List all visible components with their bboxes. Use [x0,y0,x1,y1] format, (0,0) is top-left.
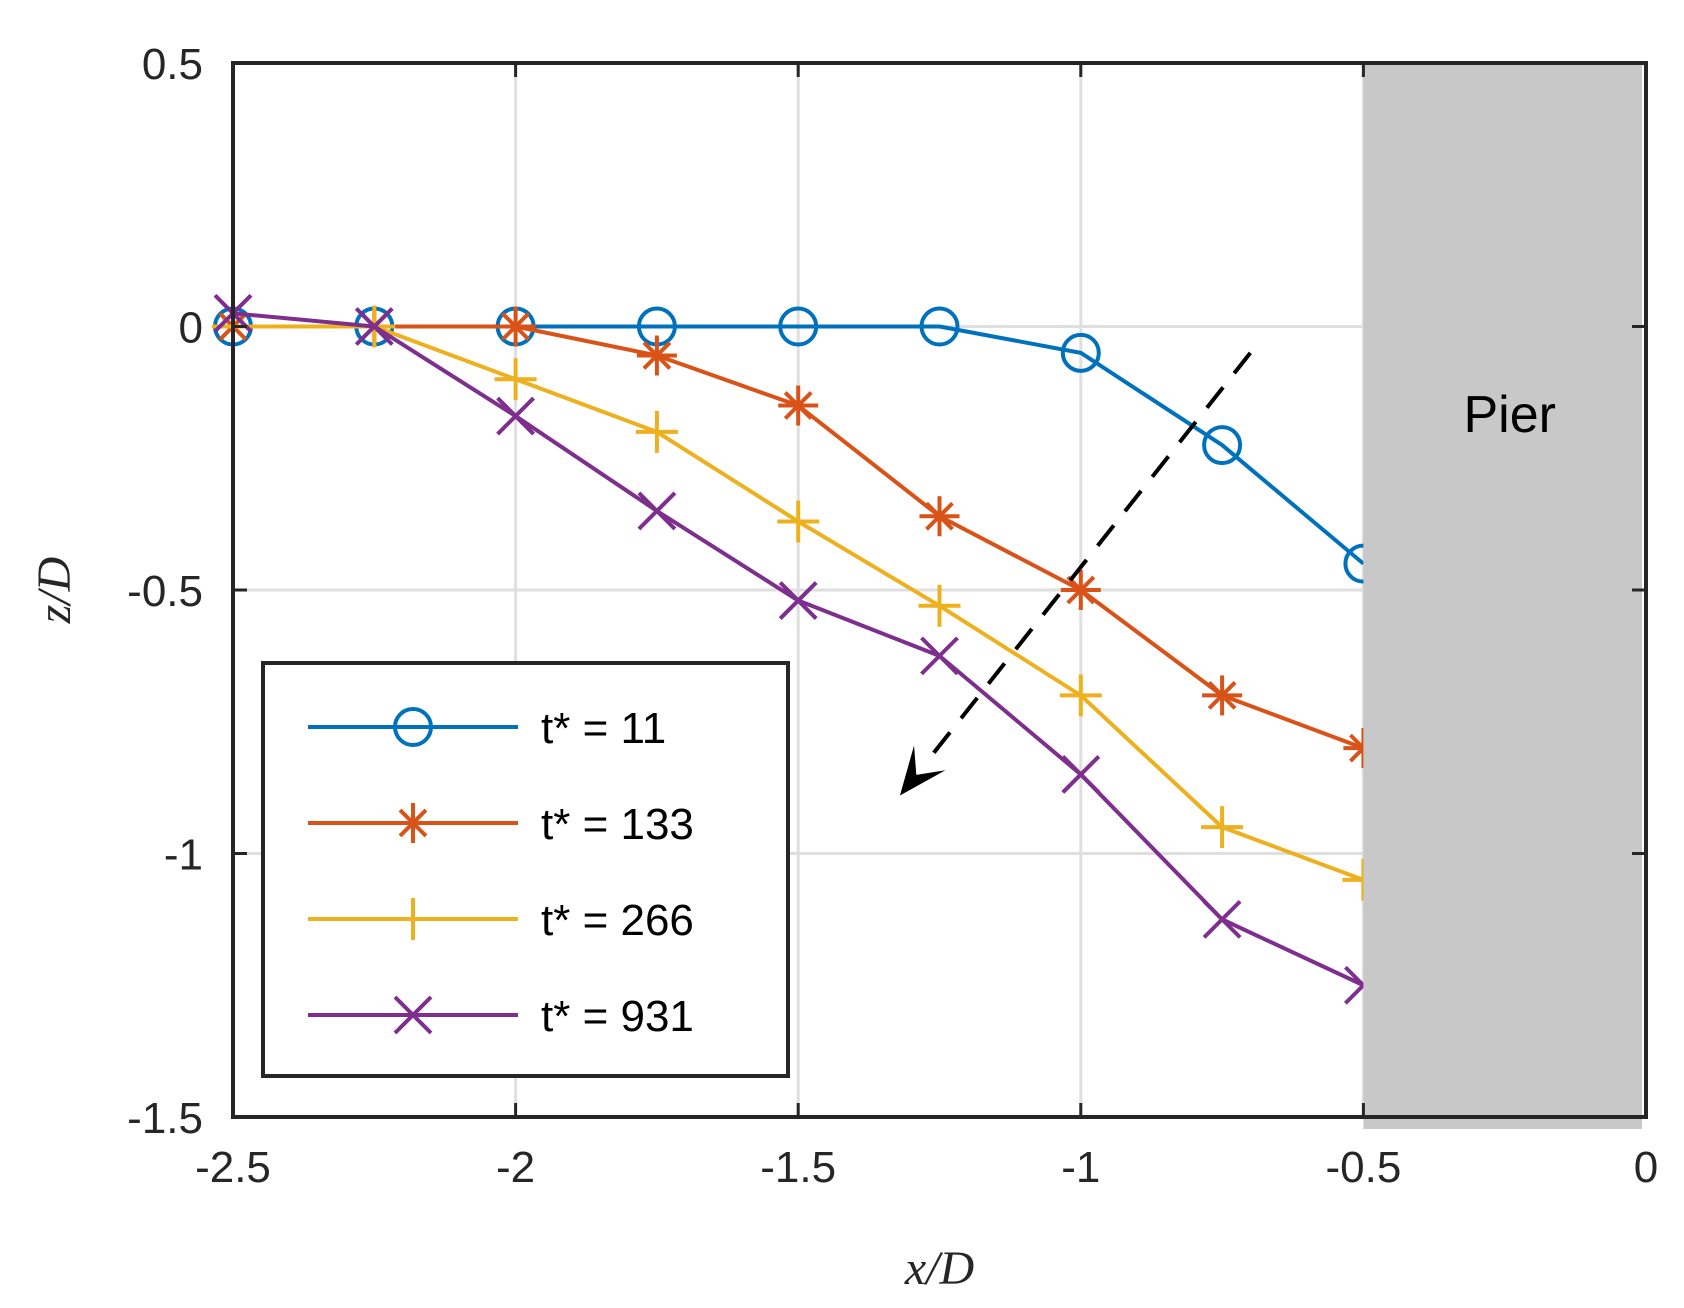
pier-region: Pier [1363,63,1642,1129]
legend-label: t* = 266 [541,896,694,945]
data-point [1061,755,1101,794]
x-tick-label: -2 [496,1143,535,1192]
x-tick-label: 0 [1634,1143,1658,1192]
x-marker-b [778,581,818,620]
data-point [1201,806,1244,849]
legend-marker [393,803,433,843]
data-point [496,396,536,436]
data-point [1060,332,1101,373]
x-tick-label: -1 [1061,1143,1100,1192]
data-point [494,358,537,401]
data-point [635,410,678,453]
legend-label: t* = 931 [541,992,694,1041]
data-point [637,491,677,531]
x-tick-label: -1.5 [760,1143,836,1192]
legend-marker [393,707,433,747]
x-marker-b [354,307,394,346]
data-point [636,335,677,376]
y-tick-label: -0.5 [127,567,203,616]
asterisk-marker-b [783,391,813,420]
data-point [918,584,961,627]
data-point [1202,899,1242,939]
y-tick-label: -1.5 [127,1094,203,1143]
data-point [778,581,818,620]
x-axis-label: x/D [904,1242,974,1295]
circle-marker-shape [1202,425,1243,466]
x-marker-b [1061,755,1101,794]
legend-entry-1: t* = 11 [308,704,666,753]
data-point [1202,425,1243,466]
x-marker-b [920,636,959,676]
legend-marker [392,898,434,940]
data-point [354,307,394,346]
circle-marker-shape [919,306,960,347]
data-point [919,496,960,537]
data-point [919,306,960,347]
circle-marker-shape [393,707,433,747]
arrow-head [899,745,946,796]
circle-marker-shape [1060,332,1101,373]
series-3 [212,305,1385,901]
data-point [777,500,820,543]
axes-box [231,61,1648,1119]
pier-label: Pier [1463,386,1555,444]
data-point [1202,675,1243,716]
x-marker-b [637,491,677,531]
legend-entry-2: t* = 133 [308,800,694,849]
y-axis-label: z/D [28,557,81,625]
x-marker-b [1202,899,1242,939]
data-point [1060,570,1101,610]
legend: t* = 11 t* = 133 t* = 266 t* = 931 [261,661,790,1078]
x-marker-b [393,995,433,1035]
data-point [1059,674,1102,717]
tick-labels: -2.5 -2 -1.5 -1 -0.5 0 0.5 0 -0.5 -1 -1.5 [127,40,1658,1192]
x-tick-label: -2.5 [195,1143,271,1192]
asterisk-marker-b [642,341,672,370]
asterisk-marker-b [925,501,954,531]
data-point [778,306,819,347]
data-point [920,636,959,676]
asterisk-marker-b [1066,575,1096,605]
y-tick-label: -1 [164,831,203,880]
circle-marker-shape [778,306,819,347]
trend-arrow [899,351,1252,796]
legend-marker [393,995,433,1035]
legend-label: t* = 11 [541,704,666,753]
data-point [778,385,819,426]
asterisk-marker-b [1207,681,1237,710]
legend-box [261,661,790,1078]
legend-entry-4: t* = 931 [308,992,694,1041]
y-tick-label: 0 [179,304,203,353]
asterisk-marker-b [398,808,428,838]
data-point [495,306,536,347]
y-tick-label: 0.5 [142,40,203,89]
x-marker-b [496,396,536,436]
legend-entry-3: t* = 266 [308,896,694,945]
pier-rect [1363,63,1642,1129]
data-series [212,293,1385,1005]
asterisk-marker-b [501,312,530,341]
legend-label: t* = 133 [541,800,694,849]
x-tick-label: -0.5 [1325,1143,1401,1192]
